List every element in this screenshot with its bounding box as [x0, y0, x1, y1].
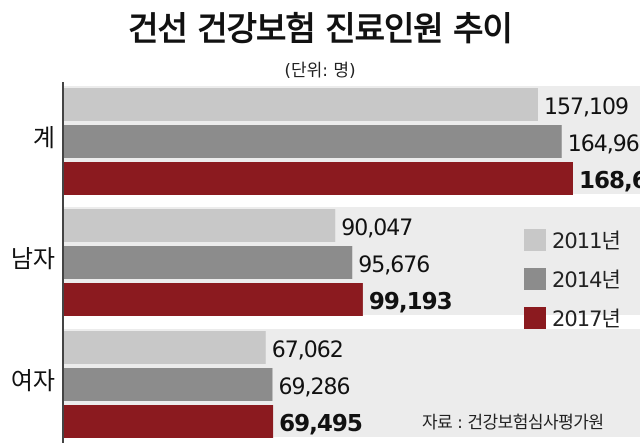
- legend-swatch-2014: [524, 268, 546, 290]
- legend-item-2017: 2017년: [524, 304, 621, 332]
- bar-2017: [63, 162, 573, 195]
- category-label: 남자: [11, 245, 55, 273]
- bar-2014: [63, 368, 273, 401]
- value-label-2014: 69,286: [278, 375, 349, 400]
- category-label: 계: [33, 124, 55, 152]
- legend-label-2017: 2017년: [552, 307, 621, 331]
- value-label-2017: 99,193: [369, 289, 452, 315]
- value-label-2014: 164,962: [568, 132, 640, 157]
- bar-2011: [63, 209, 336, 242]
- bar-2017: [63, 283, 363, 316]
- value-label-2011: 67,062: [272, 338, 343, 363]
- bar-2017: [63, 405, 274, 438]
- chart-unit-note: (단위: 명): [284, 61, 356, 81]
- value-label-2011: 90,047: [341, 216, 412, 241]
- bar-2011: [63, 331, 266, 364]
- legend-label-2014: 2014년: [552, 268, 621, 292]
- legend-swatch-2017: [524, 307, 546, 329]
- source-note: 자료 : 건강보험심사평가원: [422, 413, 604, 433]
- value-label-2014: 95,676: [358, 253, 429, 278]
- bar-2011: [63, 88, 538, 121]
- legend-swatch-2011: [524, 229, 546, 251]
- category-label: 여자: [11, 367, 55, 395]
- bar-2014: [63, 246, 353, 279]
- legend-item-2011: 2011년: [524, 226, 621, 254]
- legend-label-2011: 2011년: [552, 229, 621, 253]
- value-label-2011: 157,109: [544, 95, 628, 120]
- value-label-2017: 168,688: [579, 168, 640, 194]
- legend: 2011년 2014년 2017년: [524, 226, 621, 343]
- bar-2014: [63, 125, 562, 158]
- value-label-2017: 69,495: [279, 411, 362, 437]
- legend-item-2014: 2014년: [524, 265, 621, 293]
- chart-title: 건선 건강보험 진료인원 추이: [128, 9, 513, 48]
